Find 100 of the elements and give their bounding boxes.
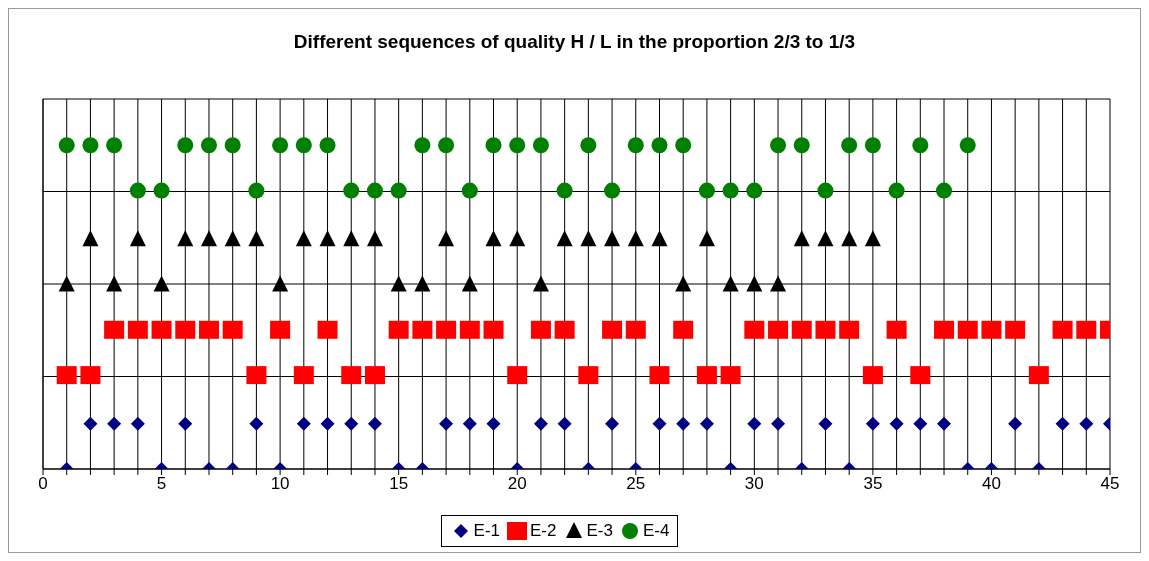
point (981, 320, 1002, 339)
point (341, 366, 362, 385)
point (818, 416, 833, 431)
point (864, 137, 881, 154)
point (580, 137, 597, 154)
x-tick-label: 40 (981, 474, 1001, 494)
point (533, 416, 548, 431)
x-tick-label: 0 (38, 474, 48, 494)
x-tick-label: 35 (863, 474, 883, 494)
point (343, 230, 360, 247)
point (317, 320, 338, 339)
point (793, 137, 810, 154)
point (509, 137, 526, 154)
point (83, 416, 98, 431)
point (889, 416, 904, 431)
point (390, 182, 407, 199)
x-tick-label: 20 (507, 474, 527, 494)
point (58, 137, 75, 154)
point (439, 416, 454, 431)
point (295, 137, 312, 154)
point (130, 416, 145, 431)
point (1008, 416, 1023, 431)
point (841, 137, 858, 154)
point (744, 320, 765, 339)
point (436, 320, 457, 339)
point (673, 320, 694, 339)
point (129, 230, 146, 247)
point (364, 366, 385, 385)
point (910, 366, 931, 385)
x-tick-label: 15 (389, 474, 409, 494)
point (461, 275, 478, 292)
point (912, 137, 929, 154)
point (414, 275, 431, 292)
x-tick-label: 30 (744, 474, 764, 494)
point (198, 320, 219, 339)
legend-label: E-4 (642, 521, 670, 541)
point (295, 230, 312, 247)
x-tick-label: 25 (626, 474, 646, 494)
point (720, 366, 741, 385)
point (153, 182, 170, 199)
point (153, 275, 170, 292)
point (841, 230, 858, 247)
point (107, 416, 122, 431)
legend-label: E-3 (586, 521, 613, 541)
point (509, 230, 526, 247)
point (438, 137, 455, 154)
point (578, 366, 599, 385)
point (817, 182, 834, 199)
point (272, 275, 289, 292)
point (319, 137, 336, 154)
point (532, 137, 549, 154)
point (793, 230, 810, 247)
point (82, 137, 99, 154)
point (722, 275, 739, 292)
point (485, 230, 502, 247)
point (270, 320, 291, 339)
point (864, 230, 881, 247)
point (556, 182, 573, 199)
point (412, 320, 433, 339)
point (485, 137, 502, 154)
point (58, 275, 75, 292)
point (343, 182, 360, 199)
point (366, 182, 383, 199)
point (1055, 416, 1070, 431)
point (200, 137, 217, 154)
point (224, 137, 241, 154)
legend-label: E-1 (473, 521, 501, 541)
point (175, 320, 196, 339)
point (815, 320, 836, 339)
point (771, 416, 786, 431)
point (293, 366, 314, 385)
point (886, 320, 907, 339)
point (747, 416, 762, 431)
point (320, 416, 335, 431)
point (937, 416, 952, 431)
point (936, 182, 953, 199)
point (865, 416, 880, 431)
point (675, 137, 692, 154)
point (862, 366, 883, 385)
point (177, 230, 194, 247)
point (791, 320, 812, 339)
point (319, 230, 336, 247)
point (557, 416, 572, 431)
point (625, 320, 646, 339)
point (127, 320, 148, 339)
point (178, 416, 193, 431)
point (106, 275, 123, 292)
point (224, 230, 241, 247)
point (106, 137, 123, 154)
point (651, 137, 668, 154)
point (414, 137, 431, 154)
point (580, 230, 597, 247)
point (104, 320, 125, 339)
x-tick-label: 45 (1100, 474, 1120, 494)
point (483, 320, 504, 339)
point (675, 275, 692, 292)
point (177, 137, 194, 154)
point (746, 182, 763, 199)
point (56, 366, 77, 385)
point (1052, 320, 1073, 339)
